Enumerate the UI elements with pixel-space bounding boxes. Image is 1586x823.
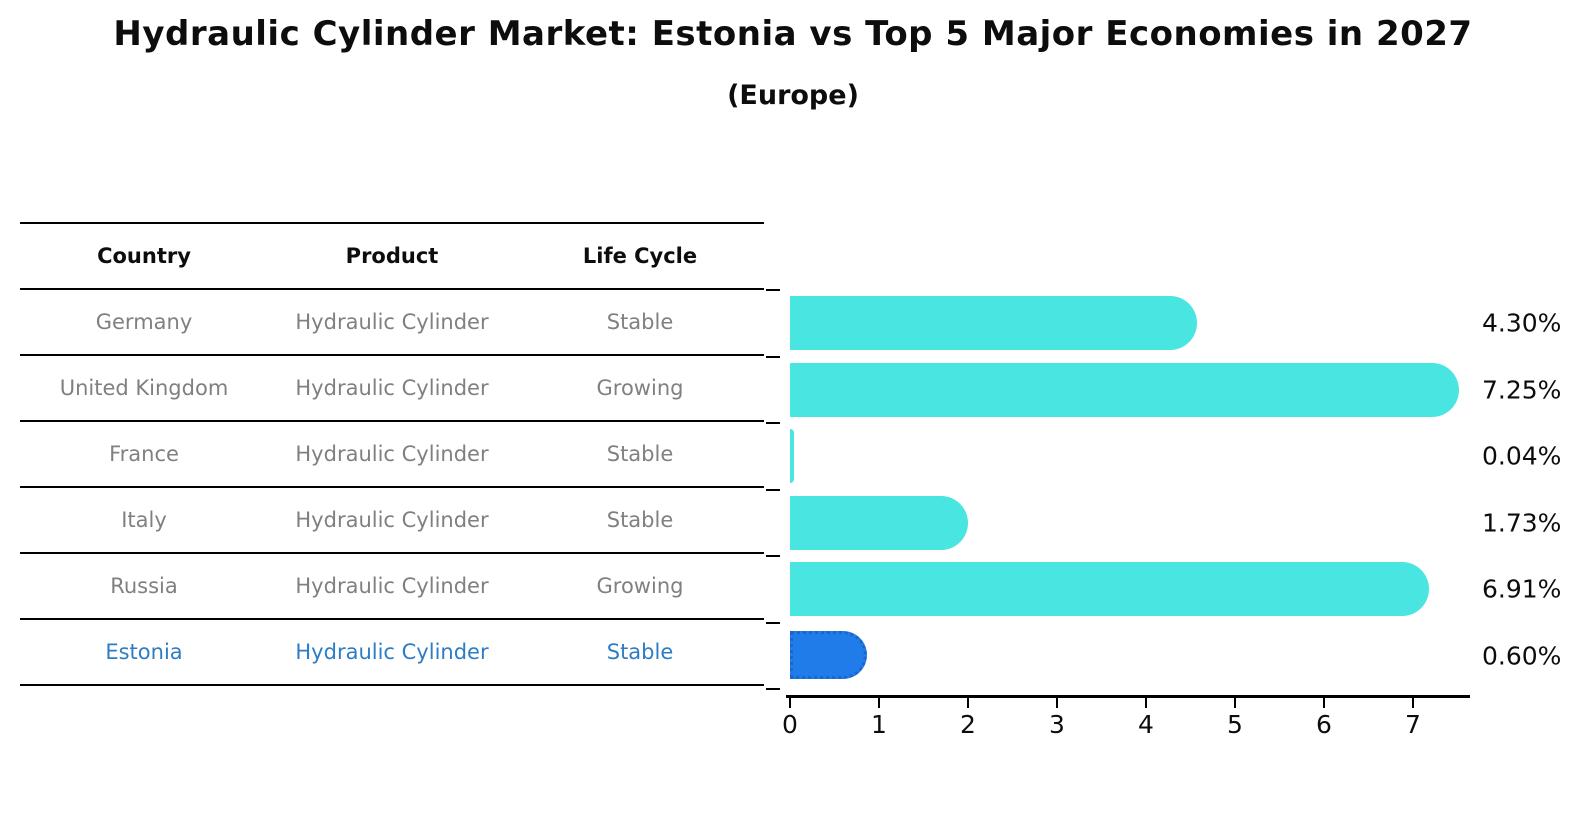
table-row: Russia Hydraulic Cylinder Growing [20, 554, 764, 620]
bar-united-kingdom [790, 362, 1460, 417]
value-label: 4.30% [1482, 308, 1562, 338]
x-axis-tick-label: 0 [782, 710, 798, 739]
table-row: United Kingdom Hydraulic Cylinder Growing [20, 356, 764, 422]
cell-life-cycle: Stable [606, 442, 674, 466]
value-label: 0.04% [1482, 441, 1562, 471]
cell-product: Hydraulic Cylinder [295, 310, 489, 334]
table-row: Germany Hydraulic Cylinder Stable [20, 290, 764, 356]
cell-country: Italy [121, 508, 167, 532]
y-axis-tick [766, 488, 780, 491]
cell-product: Hydraulic Cylinder [295, 508, 489, 532]
value-label: 1.73% [1482, 508, 1562, 538]
cell-life-cycle: Growing [596, 574, 684, 598]
chart-title: Hydraulic Cylinder Market: Estonia vs To… [113, 14, 1473, 54]
column-header-country: Country [97, 244, 191, 268]
cell-life-cycle: Growing [596, 376, 684, 400]
x-axis-tick-label: 6 [1316, 710, 1332, 739]
cell-country: United Kingdom [59, 376, 229, 400]
table-header-row: Country Product Life Cycle [20, 222, 764, 290]
y-axis-tick [766, 621, 780, 624]
y-axis-tick [766, 355, 780, 358]
cell-country: Estonia [105, 640, 183, 664]
bar-italy [790, 495, 968, 550]
x-axis-tick [1323, 698, 1325, 708]
cell-product: Hydraulic Cylinder [295, 574, 489, 598]
cell-country: France [109, 442, 179, 466]
x-axis-tick [1145, 698, 1147, 708]
bar-russia [790, 562, 1429, 616]
value-label: 6.91% [1482, 574, 1562, 604]
x-axis-tick [1234, 698, 1236, 708]
bar-slot [790, 423, 1470, 489]
x-axis-tick [878, 698, 880, 708]
x-axis-tick-label: 3 [1049, 710, 1065, 739]
bar-slot [790, 290, 1470, 356]
x-axis-line [786, 695, 1470, 698]
bar-slot [790, 623, 1470, 689]
x-axis-tick-label: 7 [1405, 710, 1421, 739]
table-row: Estonia Hydraulic Cylinder Stable [20, 620, 764, 686]
column-header-product: Product [345, 244, 439, 268]
x-axis-tick-label: 5 [1227, 710, 1243, 739]
cell-product: Hydraulic Cylinder [295, 442, 489, 466]
bar-slot [790, 556, 1470, 622]
x-axis-tick [1056, 698, 1058, 708]
cell-life-cycle: Stable [606, 508, 674, 532]
value-label: 0.60% [1482, 641, 1562, 671]
cell-life-cycle: Stable [606, 640, 674, 664]
table-body: Germany Hydraulic Cylinder Stable United Ki… [20, 290, 764, 686]
x-axis-tick-label: 4 [1138, 710, 1154, 739]
table-row: France Hydraulic Cylinder Stable [20, 422, 764, 488]
cell-country: Germany [95, 310, 193, 334]
y-axis-tick [766, 289, 780, 291]
cell-life-cycle: Stable [606, 310, 674, 334]
cell-country: Russia [110, 574, 178, 598]
y-axis-tick [766, 688, 780, 690]
bar-france [790, 429, 794, 483]
column-header-life-cycle: Life Cycle [582, 244, 698, 268]
cell-product: Hydraulic Cylinder [295, 376, 489, 400]
x-axis-tick-label: 1 [871, 710, 887, 739]
bar-slot [790, 357, 1470, 423]
bar-slot [790, 490, 1470, 556]
bar-chart: 4.30% 7.25% 0.04% 1.73% 6.91% 0.60% 0 1 2 3 4 5 6 7 [766, 289, 1561, 760]
y-axis-tick [766, 422, 780, 424]
country-table: Country Product Life Cycle Germany Hydrau… [20, 222, 764, 686]
y-axis-tick [766, 555, 780, 557]
x-axis-tick [789, 698, 791, 708]
x-axis-tick [967, 698, 969, 708]
cell-product: Hydraulic Cylinder [295, 640, 489, 664]
x-axis-tick-label: 2 [960, 710, 976, 739]
bar-germany [790, 296, 1197, 350]
x-axis-tick [1412, 698, 1414, 708]
bar-estonia [790, 630, 868, 679]
table-row: Italy Hydraulic Cylinder Stable [20, 488, 764, 554]
value-label: 7.25% [1482, 375, 1562, 405]
chart-subtitle: (Europe) [727, 80, 859, 111]
